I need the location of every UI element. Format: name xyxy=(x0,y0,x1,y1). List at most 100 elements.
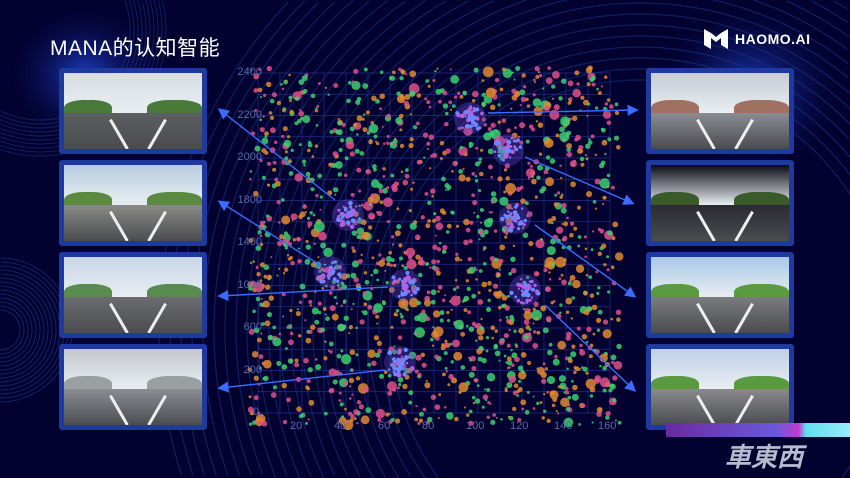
scatter-point xyxy=(479,148,484,152)
scatter-point xyxy=(392,142,397,146)
scatter-point xyxy=(249,261,253,265)
scatter-point xyxy=(482,66,494,78)
scatter-point xyxy=(253,375,259,381)
scatter-point xyxy=(496,272,501,278)
scatter-point xyxy=(451,377,458,384)
scatter-point xyxy=(278,267,281,270)
scatter-point xyxy=(489,104,496,111)
scatter-point xyxy=(360,415,370,425)
scatter-point xyxy=(443,405,447,409)
scatter-point xyxy=(525,325,531,330)
scatter-point xyxy=(354,148,360,154)
scatter-point xyxy=(289,331,294,336)
scatter-point xyxy=(370,215,374,219)
scatter-point xyxy=(430,188,436,194)
scatter-point xyxy=(606,120,612,126)
scatter-point xyxy=(387,373,392,378)
scatter-point xyxy=(512,390,518,396)
scatter-point xyxy=(306,148,311,153)
scatter-point xyxy=(434,69,437,73)
scatter-point xyxy=(287,257,292,261)
scatter-point xyxy=(503,354,507,358)
scatter-point xyxy=(545,77,553,85)
scatter-point xyxy=(430,394,437,400)
scatter-point xyxy=(336,353,342,359)
scatter-point xyxy=(439,208,445,214)
scatter-point xyxy=(420,315,423,318)
scatter-point xyxy=(581,403,586,408)
scatter-point xyxy=(418,272,423,278)
scatter-point xyxy=(545,287,550,292)
scatter-point xyxy=(529,256,534,261)
scatter-point xyxy=(310,187,315,192)
scatter-point xyxy=(445,148,451,154)
scatter-point xyxy=(602,329,612,339)
logo-text: HAOMO.AI xyxy=(735,31,811,47)
scatter-point xyxy=(499,244,506,251)
scatter-point xyxy=(510,267,517,274)
scatter-point xyxy=(324,86,328,89)
arrow xyxy=(534,224,637,298)
scatter-point xyxy=(532,98,542,107)
scatter-point xyxy=(302,293,308,299)
scatter-point xyxy=(281,292,286,297)
scatter-point xyxy=(408,209,412,213)
scatter-point xyxy=(607,290,611,294)
scatter-point xyxy=(415,121,420,126)
scatter-point xyxy=(253,281,265,293)
scatter-point xyxy=(577,235,582,239)
scatter-point xyxy=(597,309,603,315)
scatter-point xyxy=(259,234,263,238)
scatter-point xyxy=(472,90,479,98)
scatter-point xyxy=(451,170,454,173)
scatter-point xyxy=(536,367,539,370)
scatter-point xyxy=(294,358,299,363)
scatter-point xyxy=(485,87,496,98)
scatter-point xyxy=(408,400,413,405)
scatter-point xyxy=(261,137,269,145)
scatter-point xyxy=(440,345,446,351)
scatter-point xyxy=(535,74,540,79)
scatter-point xyxy=(408,390,414,396)
scatter-point xyxy=(436,67,439,70)
scatter-point xyxy=(350,192,355,197)
scatter-point xyxy=(463,218,470,226)
scatter-point xyxy=(604,102,609,106)
scatter-point xyxy=(262,300,270,308)
scatter-point xyxy=(505,361,508,364)
scatter-point xyxy=(283,231,288,236)
scatter-point xyxy=(302,204,307,210)
scatter-point xyxy=(313,242,316,245)
scatter-point xyxy=(614,102,619,107)
scatter-point xyxy=(532,407,536,410)
scatter-point xyxy=(311,307,319,315)
scatter-point xyxy=(558,96,563,101)
scatter-point xyxy=(505,232,509,236)
scatter-point xyxy=(363,302,368,307)
scatter-point xyxy=(567,281,572,286)
scatter-point xyxy=(396,94,406,104)
scatter-point xyxy=(483,229,489,235)
scatter-point xyxy=(361,231,370,240)
scatter-point xyxy=(471,98,476,103)
scatter-point xyxy=(477,356,483,362)
scatter-point xyxy=(365,407,372,414)
scatter-point xyxy=(350,272,357,279)
cluster-point xyxy=(510,136,514,140)
scatter-point xyxy=(505,315,509,319)
scatter-point xyxy=(478,345,484,351)
scatter-point xyxy=(333,295,337,300)
scatter-point xyxy=(403,100,410,107)
scatter-point xyxy=(515,345,519,348)
scatter-point xyxy=(421,362,427,368)
scatter-point xyxy=(439,318,444,323)
scatter-point xyxy=(257,411,260,415)
scatter-point xyxy=(253,395,259,401)
scatter-point xyxy=(344,156,349,161)
scatter-point xyxy=(490,325,496,331)
scatter-point xyxy=(409,222,417,230)
scatter-point xyxy=(521,407,525,411)
scatter-point xyxy=(259,242,264,247)
scatter-point xyxy=(510,317,515,322)
scatter-point xyxy=(266,81,272,88)
